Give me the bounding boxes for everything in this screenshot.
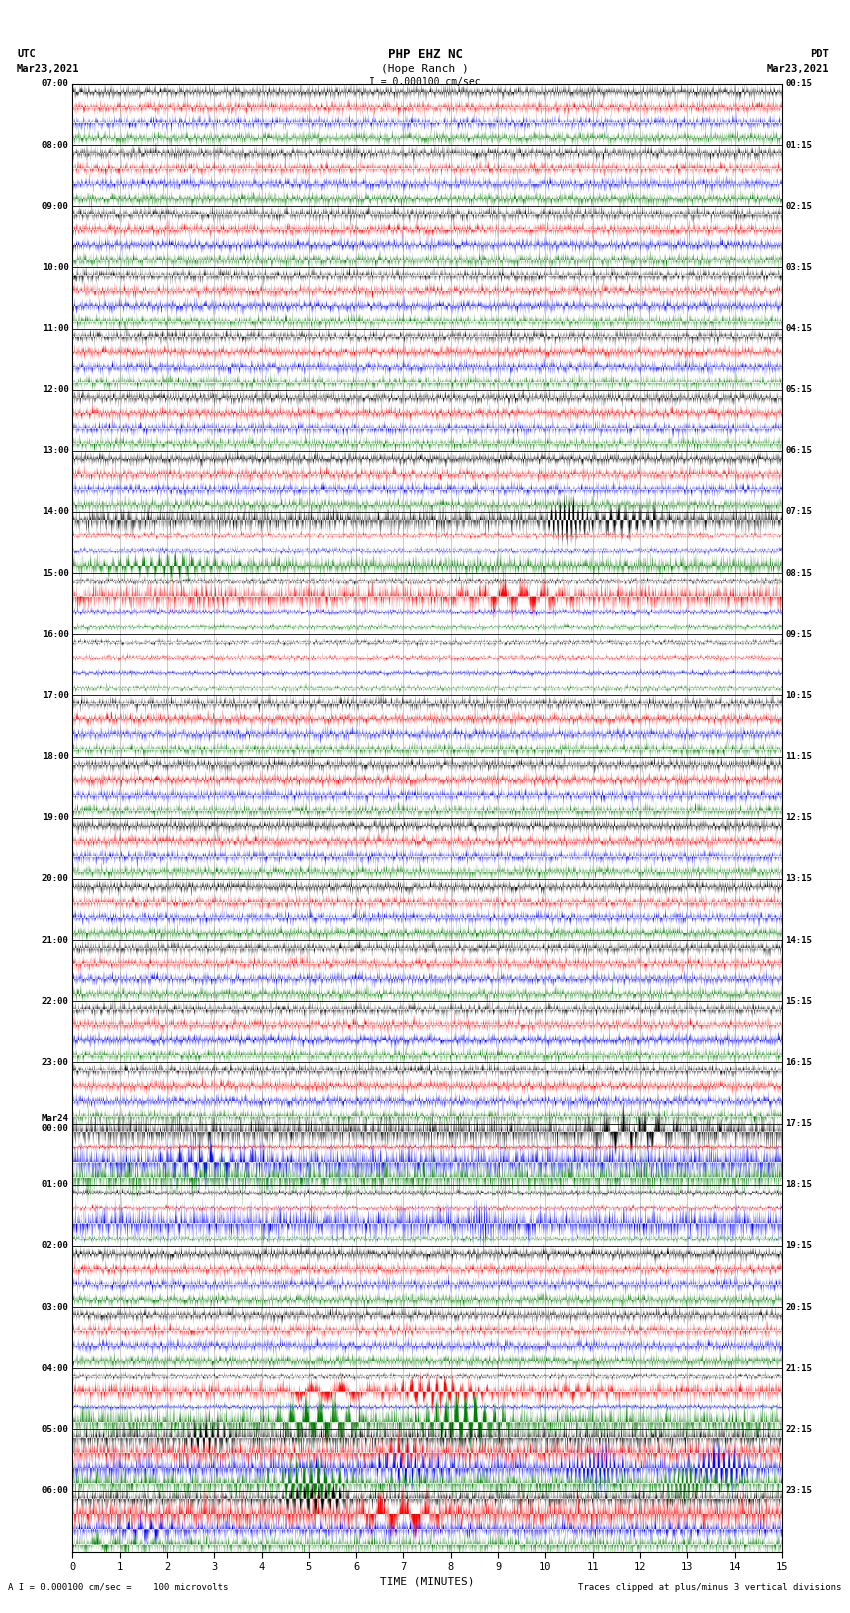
Text: 14:00: 14:00 — [42, 508, 69, 516]
Text: Mar24
00:00: Mar24 00:00 — [42, 1115, 69, 1134]
Text: 01:00: 01:00 — [42, 1181, 69, 1189]
Text: 04:15: 04:15 — [785, 324, 813, 332]
Text: 08:00: 08:00 — [42, 140, 69, 150]
Text: 19:15: 19:15 — [785, 1242, 813, 1250]
Text: 16:00: 16:00 — [42, 629, 69, 639]
Text: 11:15: 11:15 — [785, 752, 813, 761]
Text: 21:15: 21:15 — [785, 1363, 813, 1373]
Text: 09:15: 09:15 — [785, 629, 813, 639]
Text: Mar23,2021: Mar23,2021 — [766, 63, 829, 74]
Text: I = 0.000100 cm/sec: I = 0.000100 cm/sec — [369, 77, 481, 87]
Text: 07:15: 07:15 — [785, 508, 813, 516]
Text: 11:00: 11:00 — [42, 324, 69, 332]
Text: 23:00: 23:00 — [42, 1058, 69, 1066]
Text: 12:00: 12:00 — [42, 386, 69, 394]
Text: 15:15: 15:15 — [785, 997, 813, 1007]
Text: 17:00: 17:00 — [42, 690, 69, 700]
Text: 09:00: 09:00 — [42, 202, 69, 211]
Text: UTC: UTC — [17, 48, 36, 60]
Text: 20:00: 20:00 — [42, 874, 69, 884]
Text: 17:15: 17:15 — [785, 1119, 813, 1127]
Text: PHP EHZ NC: PHP EHZ NC — [388, 47, 462, 61]
Text: 10:00: 10:00 — [42, 263, 69, 273]
Text: Traces clipped at plus/minus 3 vertical divisions: Traces clipped at plus/minus 3 vertical … — [578, 1582, 842, 1592]
Text: 07:00: 07:00 — [42, 79, 69, 89]
Text: 23:15: 23:15 — [785, 1486, 813, 1495]
Text: 01:15: 01:15 — [785, 140, 813, 150]
Text: 10:15: 10:15 — [785, 690, 813, 700]
Text: PDT: PDT — [810, 48, 829, 60]
Text: 05:00: 05:00 — [42, 1424, 69, 1434]
Text: 03:15: 03:15 — [785, 263, 813, 273]
Text: (Hope Ranch ): (Hope Ranch ) — [381, 63, 469, 74]
Text: 20:15: 20:15 — [785, 1303, 813, 1311]
Text: 18:00: 18:00 — [42, 752, 69, 761]
Text: 22:00: 22:00 — [42, 997, 69, 1007]
Text: 18:15: 18:15 — [785, 1181, 813, 1189]
Text: 00:15: 00:15 — [785, 79, 813, 89]
Text: 06:00: 06:00 — [42, 1486, 69, 1495]
Text: 13:00: 13:00 — [42, 447, 69, 455]
Text: 06:15: 06:15 — [785, 447, 813, 455]
Text: 04:00: 04:00 — [42, 1363, 69, 1373]
Text: 03:00: 03:00 — [42, 1303, 69, 1311]
Text: 12:15: 12:15 — [785, 813, 813, 823]
Text: 19:00: 19:00 — [42, 813, 69, 823]
Text: 02:15: 02:15 — [785, 202, 813, 211]
Text: Mar23,2021: Mar23,2021 — [17, 63, 80, 74]
Text: 08:15: 08:15 — [785, 569, 813, 577]
X-axis label: TIME (MINUTES): TIME (MINUTES) — [380, 1576, 474, 1586]
Text: 13:15: 13:15 — [785, 874, 813, 884]
Text: 14:15: 14:15 — [785, 936, 813, 945]
Text: A I = 0.000100 cm/sec =    100 microvolts: A I = 0.000100 cm/sec = 100 microvolts — [8, 1582, 229, 1592]
Text: 21:00: 21:00 — [42, 936, 69, 945]
Text: 02:00: 02:00 — [42, 1242, 69, 1250]
Text: 05:15: 05:15 — [785, 386, 813, 394]
Text: 15:00: 15:00 — [42, 569, 69, 577]
Text: 22:15: 22:15 — [785, 1424, 813, 1434]
Text: 16:15: 16:15 — [785, 1058, 813, 1066]
